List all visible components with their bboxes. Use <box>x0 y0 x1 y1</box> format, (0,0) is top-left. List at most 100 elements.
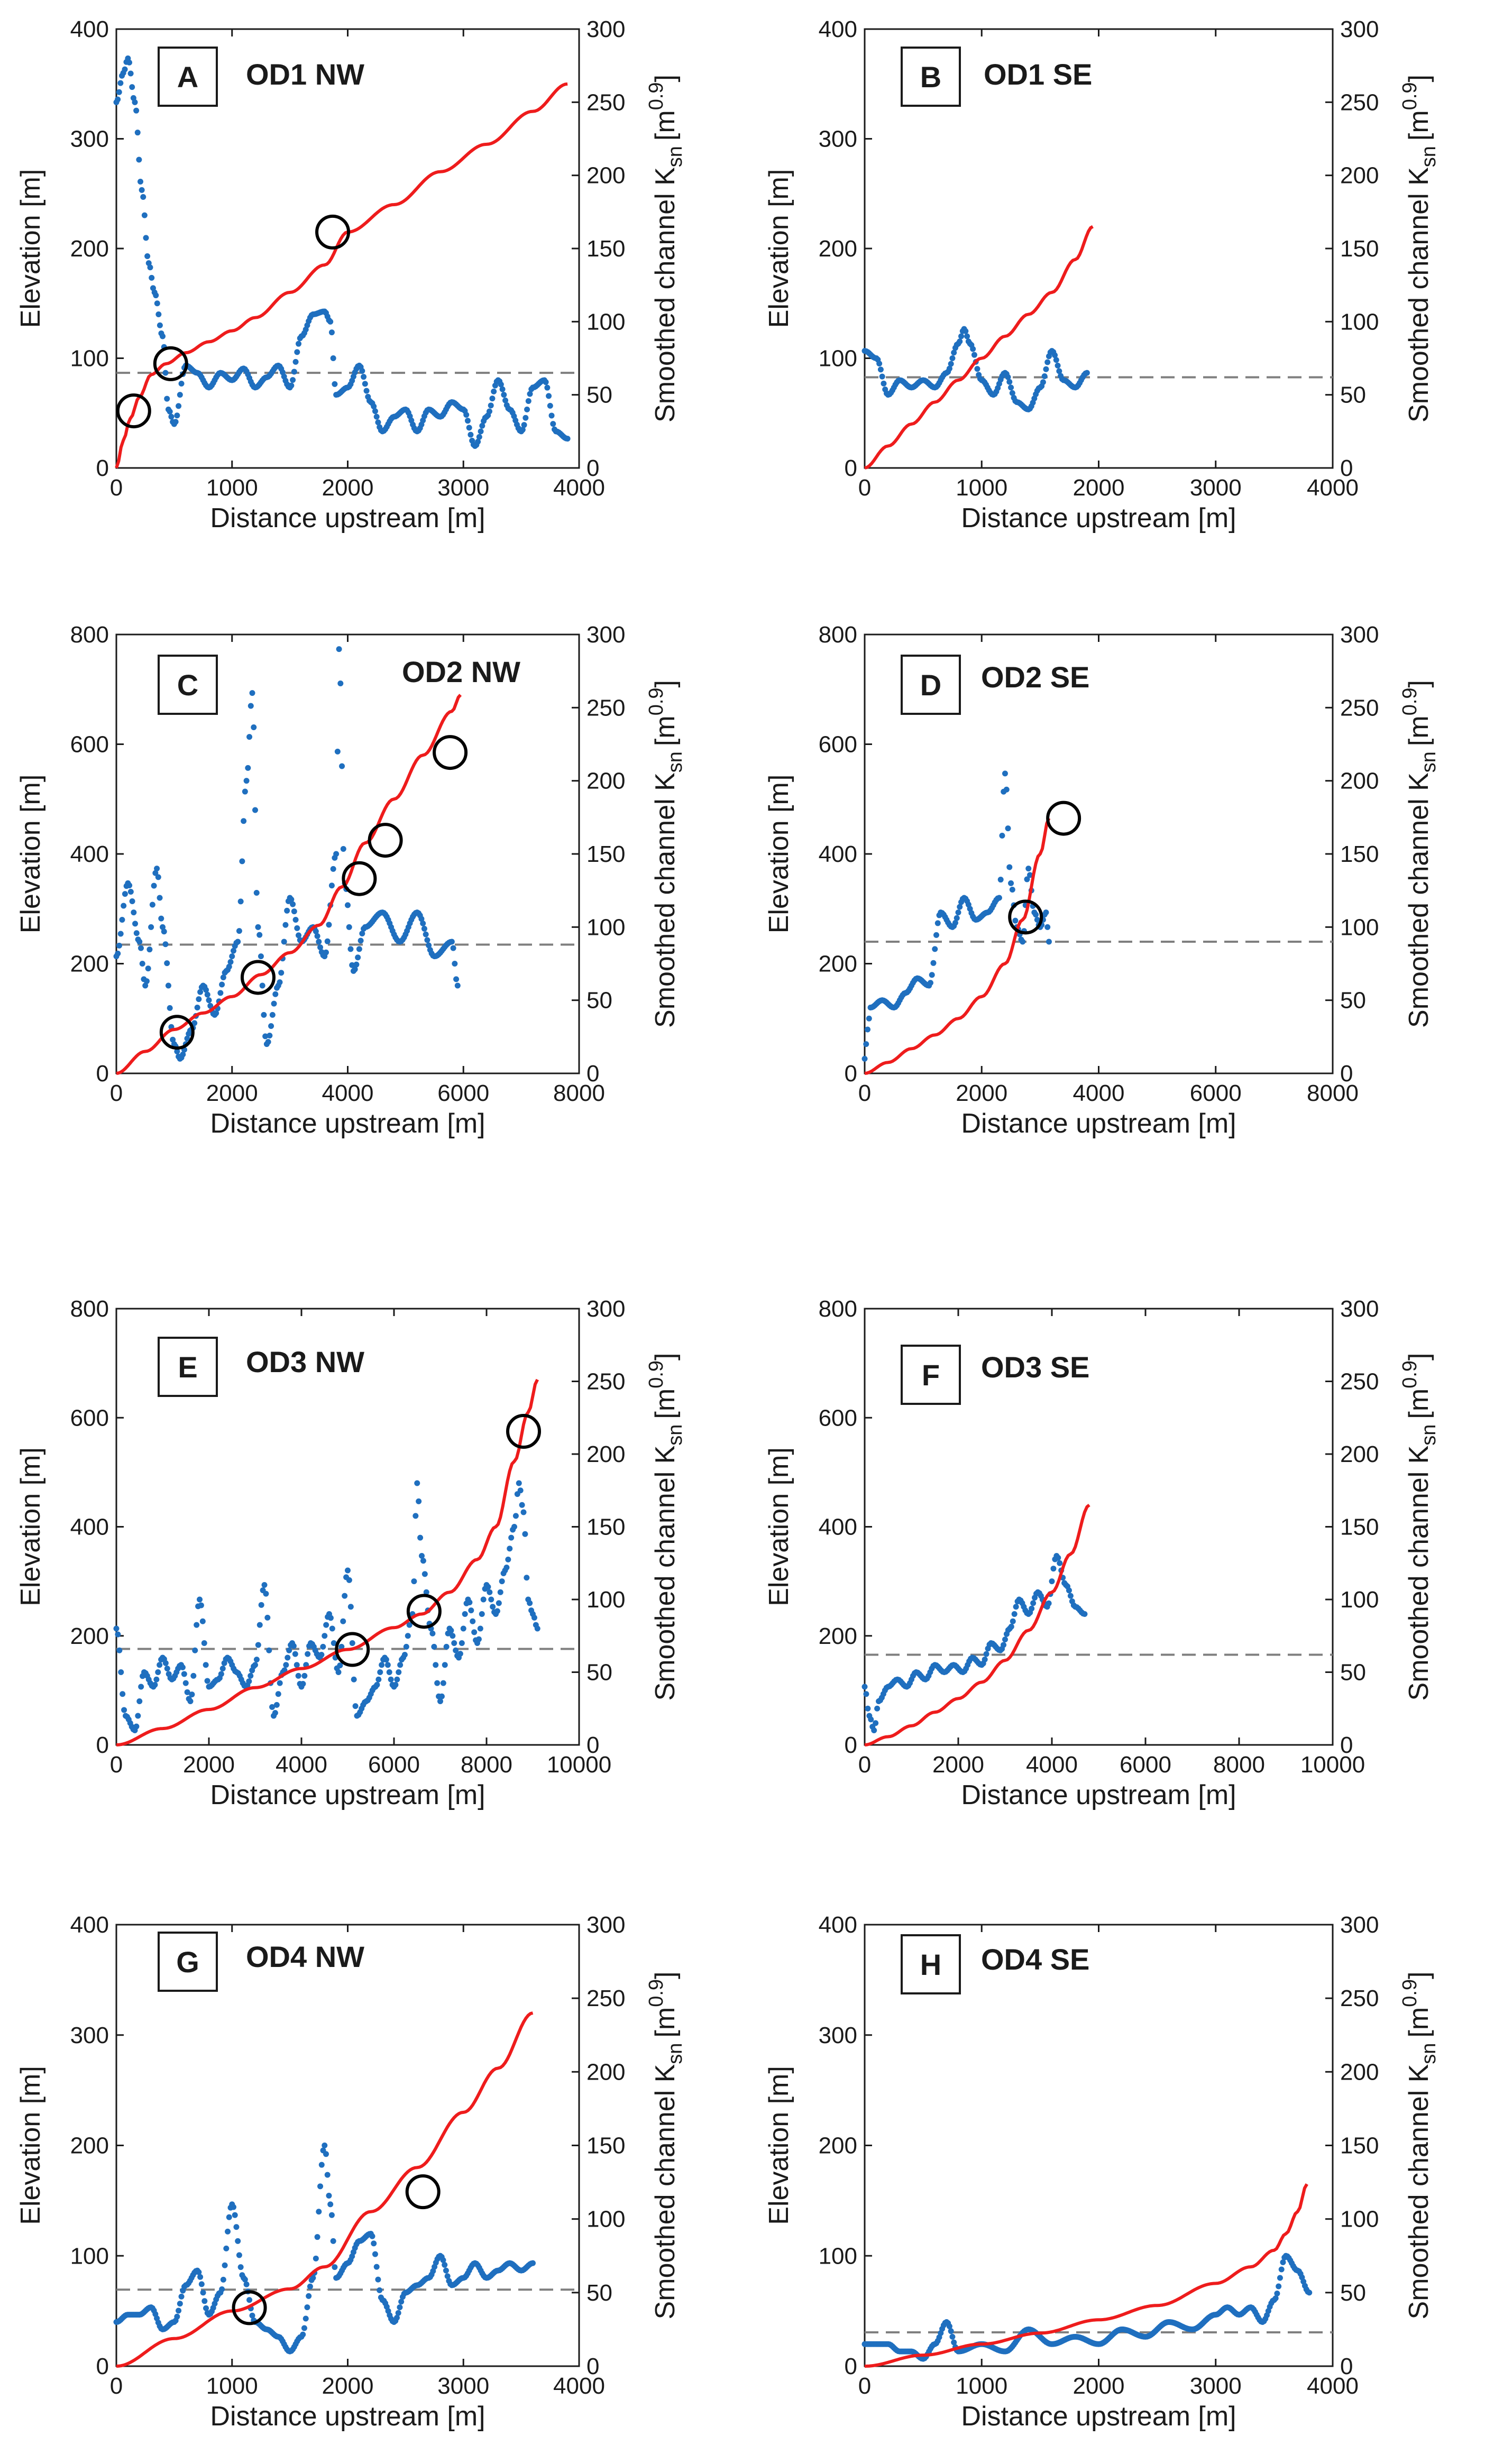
panel-c-ksn-point <box>284 907 290 914</box>
panel-g-ksn-point <box>200 2290 206 2296</box>
panel-c-ksn-point <box>316 939 322 945</box>
panel-g-ksn-point <box>377 2287 383 2293</box>
panel-e-ksn-point <box>431 1643 437 1650</box>
panel-c-ksn-point <box>217 990 224 996</box>
panel-h-y2-tick-label: 0 <box>1340 2353 1353 2379</box>
panel-g-ksn-point <box>330 2238 336 2244</box>
panel-h-y2-tick-label: 150 <box>1340 2133 1379 2159</box>
panel-d-ksn-point <box>932 946 938 952</box>
panel-c-y-axis-label: Elevation [m] <box>15 775 46 934</box>
panel-a-letter: A <box>177 60 198 94</box>
panel-a-ksn-point <box>117 80 124 86</box>
panel-d-y2-axis-label-unit: [m <box>1404 715 1434 746</box>
panel-c-ksn-point <box>180 1051 186 1058</box>
panel-e-ksn-point <box>256 1622 263 1628</box>
panel-f-x-tick-label: 8000 <box>1213 1752 1265 1778</box>
panel-c-knickpoint-marker <box>159 1015 195 1050</box>
panel-e-ksn-point <box>266 1647 272 1653</box>
panel-e-ksn-point <box>448 1628 454 1634</box>
panel-a-ksn-point <box>502 397 509 403</box>
panel-f-ksn-point <box>873 1720 879 1726</box>
panel-c-ksn-point <box>237 898 244 905</box>
panel-h-ksn-point <box>951 2339 957 2346</box>
panel-b-x-tick-label: 1000 <box>956 475 1007 501</box>
panel-e-ksn-point <box>412 1513 419 1519</box>
panel-a-y2-tick-label: 150 <box>586 236 625 262</box>
panel-c-ksn-point <box>290 901 296 907</box>
panel-d-ksn-point <box>1024 876 1030 882</box>
panel-b-y-tick-label: 0 <box>845 455 857 481</box>
panel-c-ksn-point <box>236 928 242 934</box>
panel-e-ksn-point <box>512 1513 519 1519</box>
panel-d-ksn-point <box>952 920 958 926</box>
panel-e-ksn-point <box>479 1611 485 1617</box>
panel-f-ksn-point <box>863 1691 869 1697</box>
panel-e-y-tick-label: 200 <box>70 1623 109 1649</box>
panel-a-ksn-point <box>144 253 151 259</box>
panel-d-y2-tick-label: 0 <box>1340 1061 1353 1087</box>
panel-a-ksn-point <box>154 300 160 307</box>
panel-e-ksn-point <box>522 1531 528 1537</box>
panel-e-ksn-point <box>184 1689 190 1695</box>
panel-g-x-tick-label: 1000 <box>206 2373 258 2399</box>
panel-g-ksn-point <box>322 2143 328 2148</box>
panel-g-ksn-point <box>177 2301 183 2307</box>
panel-h-elevation-profile <box>864 2183 1308 2368</box>
panel-c-ksn-point <box>314 933 320 939</box>
panel-a-y2-axis-label-sup: 0.9 <box>645 82 667 110</box>
panel-b-ksn-point <box>1008 384 1014 391</box>
panel-e-ksn-point <box>351 1676 357 1682</box>
panel-f-ksn-point <box>1001 1642 1007 1648</box>
panel-f-ksn-point <box>1008 1623 1014 1630</box>
panel-f-y2-axis-label-close: ] <box>1404 1353 1434 1360</box>
panel-f-ksn-point <box>1002 1636 1008 1643</box>
panel-c-ksn-point <box>353 961 360 968</box>
panel-d-ksn-point <box>1025 866 1032 872</box>
panel-b-ksn-point <box>971 352 977 358</box>
panel-e-ksn-point <box>466 1599 473 1606</box>
panel-d-elevation-profile <box>864 817 1051 1075</box>
panel-d-ksn-point <box>863 1041 869 1047</box>
panel-g-ksn-point <box>236 2252 242 2258</box>
panel-b-y2-axis-label-sup: 0.9 <box>1399 82 1421 110</box>
panel-d-ksn-point <box>1020 939 1026 945</box>
panel-c-ksn-point <box>152 870 159 876</box>
panel-e-ksn-point <box>468 1607 474 1614</box>
panel-a-ksn-point <box>177 392 183 398</box>
panel-c-ksn-point <box>450 945 456 951</box>
panel-e-ksn-point <box>352 1703 359 1709</box>
panel-f-ksn-point <box>1030 1600 1037 1606</box>
panel-f-ksn-point <box>871 1727 877 1733</box>
panel-g-y2-axis-label-main: Smoothed channel K <box>650 2064 681 2319</box>
panel-b-ksn-point <box>1005 374 1011 380</box>
panel-e-ksn-point <box>377 1669 383 1675</box>
panel-f-x-tick-label: 4000 <box>1026 1752 1078 1778</box>
panel-e-ksn-point <box>423 1589 429 1595</box>
panel-c-ksn-point <box>196 996 202 1003</box>
panel-e-ksn-point <box>283 1662 289 1668</box>
panel-e-ksn-point <box>421 1571 428 1577</box>
panel-a-x-tick-label: 1000 <box>206 475 258 501</box>
panel-e-y2-tick-label: 0 <box>586 1732 599 1758</box>
panel-g-ksn-point <box>196 2269 202 2275</box>
panel-e-ksn-point <box>524 1575 530 1581</box>
panel-b-y2-axis-label-unit: [m <box>1404 110 1434 141</box>
panel-d-ksn-point <box>997 877 1004 883</box>
panel-a-ksn-point <box>478 428 484 435</box>
panel-e-ksn-point <box>153 1676 160 1682</box>
panel-b-ksn-point <box>1041 373 1048 379</box>
panel-b-y2-axis-label: Smoothed channel Ksn [m0.9] <box>1399 75 1440 422</box>
panel-g-ksn-point <box>226 2214 232 2220</box>
panel-e-ksn-point <box>204 1678 210 1684</box>
panel-c-ksn-point <box>204 991 210 998</box>
panel-g-ksn-point <box>201 2298 208 2304</box>
panel-f-y2-axis-label-main: Smoothed channel K <box>1404 1445 1434 1700</box>
panel-f-x-tick-label: 6000 <box>1120 1752 1171 1778</box>
panel-e-y-tick-label: 0 <box>96 1732 109 1758</box>
panel-c-ksn-point <box>347 946 354 952</box>
panel-e-ksn-point <box>531 1614 537 1621</box>
panel-c-x-tick-label: 2000 <box>206 1080 258 1106</box>
panel-e-y2-axis-label-close: ] <box>650 1353 681 1360</box>
panel-g-x-tick-label: 2000 <box>322 2373 374 2399</box>
panel-b-y2-tick-label: 100 <box>1340 309 1379 335</box>
